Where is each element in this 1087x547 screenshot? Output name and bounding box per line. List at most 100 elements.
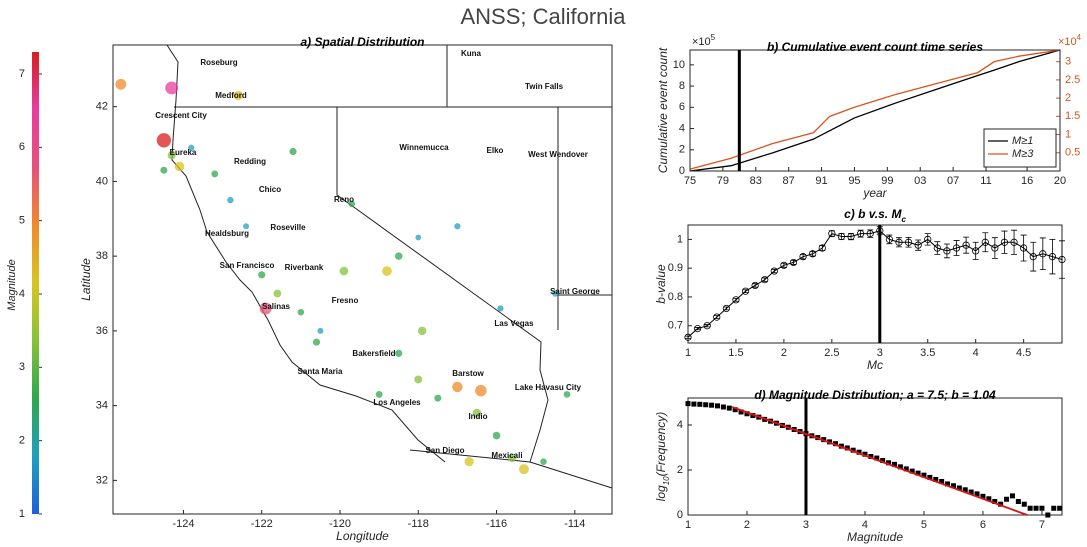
error-bar bbox=[934, 241, 941, 255]
city-label: Los Angeles bbox=[373, 398, 421, 407]
point bbox=[962, 241, 970, 249]
point bbox=[868, 454, 874, 459]
point bbox=[847, 232, 855, 241]
point bbox=[921, 472, 927, 478]
x-tick-label: 5 bbox=[921, 519, 927, 531]
series-line bbox=[689, 49, 1061, 172]
event bbox=[289, 147, 297, 156]
y-tick-label: 40 bbox=[96, 175, 108, 187]
point bbox=[874, 455, 880, 461]
point bbox=[789, 258, 798, 267]
x-tick-label: 2.5 bbox=[824, 347, 839, 359]
point bbox=[862, 451, 868, 457]
x-tick-label: 75 bbox=[684, 175, 696, 187]
point bbox=[933, 476, 939, 482]
city-label: Healdsburg bbox=[205, 229, 249, 238]
event bbox=[339, 266, 349, 276]
y2-tick-label: 2.5 bbox=[1065, 74, 1080, 86]
y-tick-label: 32 bbox=[96, 474, 108, 486]
point bbox=[722, 304, 730, 313]
city-label: Santa Maria bbox=[298, 367, 343, 376]
event bbox=[348, 200, 356, 208]
y-tick-label: 2 bbox=[677, 464, 683, 476]
axes-frame bbox=[687, 397, 1063, 516]
city-label: Kuna bbox=[461, 49, 482, 58]
event bbox=[475, 384, 487, 397]
y-axis-label: b-value bbox=[654, 264, 668, 304]
city-label: Barstow bbox=[452, 369, 484, 378]
y-tick-label: 1 bbox=[677, 233, 683, 245]
event bbox=[540, 458, 547, 465]
error-bar bbox=[963, 236, 970, 254]
event bbox=[312, 338, 321, 346]
point bbox=[909, 468, 915, 474]
x-tick-label: 79 bbox=[717, 175, 729, 187]
point bbox=[972, 247, 980, 255]
point bbox=[904, 238, 913, 246]
point bbox=[924, 235, 932, 243]
x-tick-label: 1 bbox=[685, 519, 691, 531]
point bbox=[741, 287, 750, 295]
event bbox=[227, 196, 234, 204]
point bbox=[939, 478, 945, 484]
point bbox=[818, 244, 826, 252]
y-axis-label-part: (Frequency) bbox=[654, 412, 668, 477]
y2-tick-label: 3 bbox=[1065, 56, 1071, 68]
x-tick-label: 3.5 bbox=[920, 347, 935, 359]
city-label: Redding bbox=[234, 157, 266, 166]
point bbox=[857, 230, 865, 238]
point bbox=[1009, 493, 1015, 499]
event bbox=[156, 133, 172, 148]
point bbox=[780, 261, 788, 269]
point bbox=[1027, 505, 1033, 511]
point bbox=[720, 404, 726, 410]
point bbox=[738, 409, 744, 415]
error-bar bbox=[876, 226, 883, 236]
point bbox=[986, 496, 992, 502]
x-tick-label: 3 bbox=[803, 519, 809, 531]
event bbox=[243, 223, 250, 230]
event bbox=[258, 271, 266, 279]
point bbox=[713, 313, 721, 321]
event bbox=[297, 308, 305, 316]
point bbox=[933, 244, 941, 252]
point bbox=[832, 441, 838, 447]
point bbox=[856, 449, 862, 455]
point bbox=[914, 241, 922, 249]
panel-title-part: c) b v.s. M bbox=[844, 207, 902, 221]
event bbox=[259, 302, 272, 315]
city-label: Reno bbox=[334, 195, 354, 204]
error-bar bbox=[1059, 240, 1065, 279]
error-bar bbox=[943, 243, 950, 259]
point bbox=[744, 411, 750, 417]
y-tick-label: 38 bbox=[96, 250, 108, 262]
event bbox=[434, 394, 442, 402]
city-label: Lake Havasu City bbox=[515, 383, 582, 392]
point bbox=[837, 232, 846, 241]
x-tick-label: 2 bbox=[781, 347, 787, 359]
x-tick-label: 1.5 bbox=[728, 347, 743, 359]
event bbox=[552, 290, 559, 297]
error-bar bbox=[1011, 229, 1018, 255]
point bbox=[732, 296, 740, 304]
point bbox=[1057, 505, 1063, 511]
axes-frame bbox=[689, 49, 1061, 172]
point bbox=[927, 474, 933, 480]
y-tick-label: 8 bbox=[679, 80, 685, 92]
y-tick-label: 6 bbox=[679, 101, 685, 113]
point bbox=[956, 485, 962, 491]
x-tick-label: -116 bbox=[486, 518, 507, 530]
point bbox=[903, 466, 909, 472]
point bbox=[751, 281, 759, 290]
point bbox=[897, 464, 903, 470]
y-multiplier-part: ×10 bbox=[692, 36, 711, 48]
x-tick-label: 2 bbox=[744, 519, 750, 531]
x-tick-label: 1 bbox=[685, 347, 691, 359]
event bbox=[375, 390, 383, 398]
point bbox=[952, 244, 961, 252]
event bbox=[165, 81, 179, 95]
point bbox=[691, 401, 697, 407]
point bbox=[962, 487, 968, 493]
x-tick-label: 16 bbox=[1021, 175, 1033, 187]
